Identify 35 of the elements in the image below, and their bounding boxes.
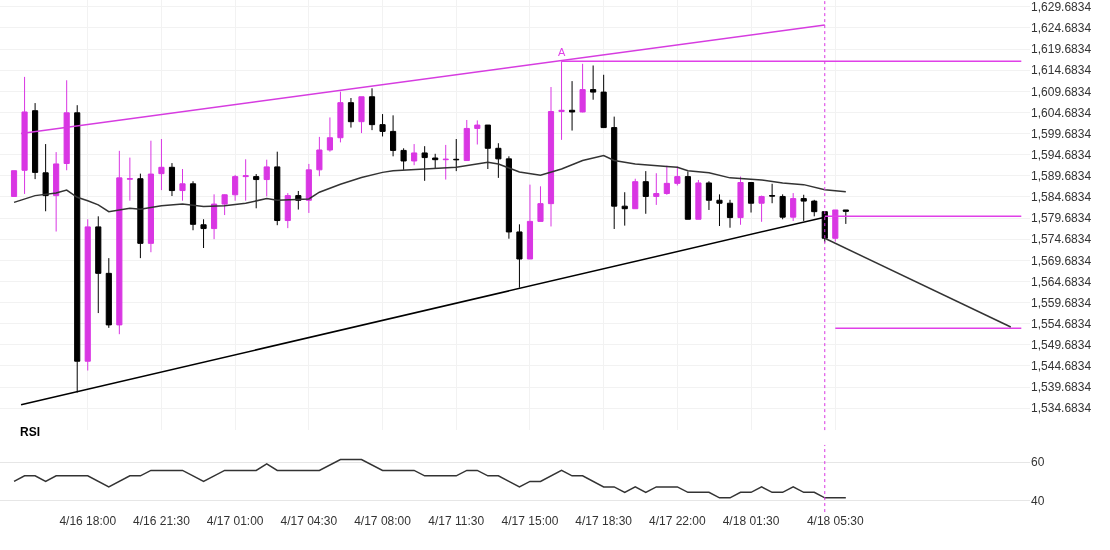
x-tick-label: 4/18 05:30 <box>806 514 864 529</box>
y-tick-label: 1,539.6834 <box>1031 380 1092 395</box>
y-tick-label: 1,544.6834 <box>1031 359 1092 374</box>
x-tick-label: 4/16 21:30 <box>133 514 191 529</box>
y-tick-label: 1,564.6834 <box>1031 274 1092 289</box>
x-tick-label: 4/17 11:30 <box>428 514 485 529</box>
y-tick-label: 1,599.6834 <box>1031 126 1092 141</box>
x-tick-label: 4/17 18:30 <box>575 514 633 529</box>
x-tick-label: 4/17 01:00 <box>206 514 264 529</box>
chart-title: RSI <box>20 425 41 439</box>
y-tick-label: 1,624.6834 <box>1031 21 1092 36</box>
y-tick-label: 60 <box>1031 455 1045 470</box>
x-tick-label: 4/17 08:00 <box>354 514 412 529</box>
y-tick-label: 1,619.6834 <box>1031 42 1092 57</box>
y-tick-label: 1,604.6834 <box>1031 105 1092 120</box>
x-tick-label: 4/18 01:30 <box>722 514 780 529</box>
y-tick-label: 1,549.6834 <box>1031 338 1092 353</box>
x-tick-label: 4/16 18:00 <box>59 514 117 529</box>
y-tick-label: 1,534.6834 <box>1031 401 1092 416</box>
y-tick-label: 1,579.6834 <box>1031 211 1092 226</box>
y-tick-label: 1,554.6834 <box>1031 316 1092 331</box>
y-tick-label: 1,589.6834 <box>1031 169 1092 184</box>
annotation: A <box>558 46 566 58</box>
x-tick-label: 4/17 04:30 <box>280 514 338 529</box>
x-tick-label: 4/17 22:00 <box>649 514 707 529</box>
x-tick-label: 4/17 15:00 <box>501 514 559 529</box>
y-tick-label: 1,569.6834 <box>1031 253 1092 268</box>
y-tick-label: 1,609.6834 <box>1031 84 1092 99</box>
y-tick-label: 1,584.6834 <box>1031 190 1092 205</box>
y-tick-label: 1,629.6834 <box>1031 0 1092 15</box>
y-tick-label: 40 <box>1031 493 1045 508</box>
y-tick-label: 1,594.6834 <box>1031 147 1092 162</box>
y-tick-label: 1,614.6834 <box>1031 63 1092 78</box>
y-tick-label: 1,559.6834 <box>1031 295 1092 310</box>
y-tick-label: 1,574.6834 <box>1031 232 1092 247</box>
